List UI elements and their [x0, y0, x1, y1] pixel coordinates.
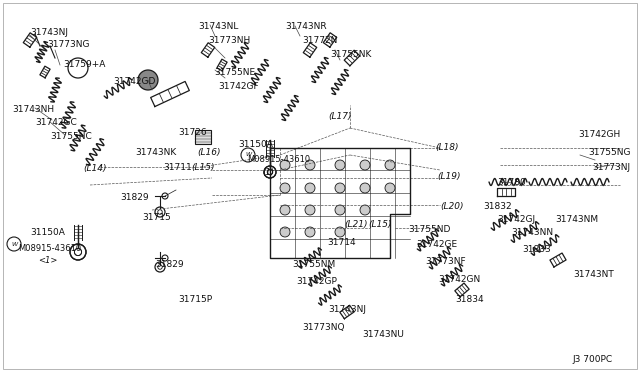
Text: (L14): (L14)	[83, 164, 106, 173]
Text: 31743NT: 31743NT	[573, 270, 614, 279]
Text: 31742GN: 31742GN	[438, 275, 480, 284]
Circle shape	[360, 205, 370, 215]
Text: 31711: 31711	[163, 163, 192, 172]
Text: (L16): (L16)	[197, 148, 221, 157]
Text: 31832: 31832	[483, 202, 511, 211]
Circle shape	[305, 205, 315, 215]
Text: 31759+A: 31759+A	[63, 60, 106, 69]
Text: (1): (1)	[262, 168, 274, 177]
Circle shape	[280, 227, 290, 237]
Text: 31755NG: 31755NG	[588, 148, 630, 157]
Text: 31743NU: 31743NU	[362, 330, 404, 339]
Circle shape	[385, 183, 395, 193]
Text: 31150A: 31150A	[238, 140, 273, 149]
Circle shape	[360, 183, 370, 193]
Text: (L15): (L15)	[368, 220, 392, 229]
Circle shape	[7, 237, 21, 251]
Circle shape	[385, 160, 395, 170]
Circle shape	[162, 193, 168, 199]
Text: <1>: <1>	[38, 256, 58, 265]
Text: 31714: 31714	[327, 238, 356, 247]
Text: (L20): (L20)	[440, 202, 463, 211]
Text: W: W	[11, 241, 17, 247]
Circle shape	[138, 70, 158, 90]
Circle shape	[305, 160, 315, 170]
Text: M08915-43610: M08915-43610	[247, 155, 310, 164]
Text: 31755ND: 31755ND	[408, 225, 451, 234]
Circle shape	[162, 255, 168, 261]
Text: 31773NQ: 31773NQ	[302, 323, 344, 332]
Text: 31743NK: 31743NK	[135, 148, 176, 157]
Text: 31772N: 31772N	[302, 36, 337, 45]
Text: 31742GD: 31742GD	[113, 77, 156, 86]
Text: 31755NC: 31755NC	[50, 132, 92, 141]
Text: 31743NH: 31743NH	[12, 105, 54, 114]
Text: 31742GP: 31742GP	[296, 277, 337, 286]
Text: 31755NM: 31755NM	[292, 260, 335, 269]
Text: 31773NH: 31773NH	[208, 36, 250, 45]
Text: 31715: 31715	[142, 213, 171, 222]
Text: 31742GC: 31742GC	[35, 118, 77, 127]
Circle shape	[335, 160, 345, 170]
Text: 31743NN: 31743NN	[511, 228, 553, 237]
Text: 31743NL: 31743NL	[198, 22, 238, 31]
Text: 31742GE: 31742GE	[416, 240, 457, 249]
Text: (L15): (L15)	[191, 163, 214, 172]
Text: 31743NJ: 31743NJ	[328, 305, 366, 314]
Text: (L18): (L18)	[435, 143, 458, 152]
Text: 31150A: 31150A	[30, 228, 65, 237]
Circle shape	[335, 227, 345, 237]
Text: 31742GJ: 31742GJ	[497, 215, 535, 224]
Circle shape	[305, 227, 315, 237]
Circle shape	[335, 205, 345, 215]
Circle shape	[241, 148, 255, 162]
Text: 31755NK: 31755NK	[330, 50, 371, 59]
Text: 31833: 31833	[522, 245, 551, 254]
Text: 31773NG: 31773NG	[47, 40, 90, 49]
Text: 31834: 31834	[455, 295, 484, 304]
Text: (L19): (L19)	[437, 172, 461, 181]
Bar	[195, 130, 211, 144]
Text: 31743NM: 31743NM	[555, 215, 598, 224]
Circle shape	[305, 183, 315, 193]
Text: 31726: 31726	[178, 128, 207, 137]
Text: 31780: 31780	[497, 178, 525, 187]
Text: 31742GH: 31742GH	[578, 130, 620, 139]
Text: 31755NE: 31755NE	[214, 68, 255, 77]
Text: 31829: 31829	[120, 193, 148, 202]
Text: 31743NJ: 31743NJ	[30, 28, 68, 37]
Text: 31773NF: 31773NF	[425, 257, 466, 266]
Text: 31743NR: 31743NR	[285, 22, 326, 31]
Circle shape	[280, 205, 290, 215]
Text: 31773NJ: 31773NJ	[592, 163, 630, 172]
Text: 31715P: 31715P	[178, 295, 212, 304]
Text: (L21): (L21)	[344, 220, 367, 229]
Circle shape	[280, 183, 290, 193]
Text: M08915-43610: M08915-43610	[18, 244, 81, 253]
Text: 31742GF: 31742GF	[218, 82, 259, 91]
Text: 31829: 31829	[155, 260, 184, 269]
Text: (L17): (L17)	[328, 112, 351, 121]
Text: W: W	[245, 153, 251, 157]
Circle shape	[360, 160, 370, 170]
Text: J3 700PC: J3 700PC	[572, 355, 612, 364]
Circle shape	[280, 160, 290, 170]
Circle shape	[335, 183, 345, 193]
